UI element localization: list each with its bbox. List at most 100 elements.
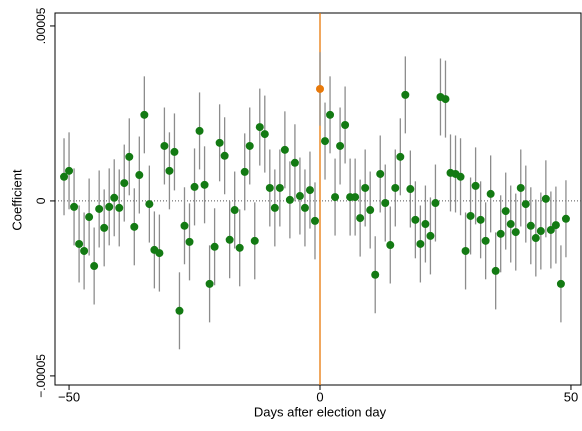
point [105, 202, 114, 211]
point [295, 192, 304, 201]
point [361, 183, 370, 192]
point [421, 220, 430, 229]
point [180, 221, 189, 230]
point [300, 203, 309, 212]
x-tick-label: 50 [564, 389, 578, 404]
point [250, 236, 259, 245]
y-tick-label: .00005 [34, 7, 48, 44]
point [190, 182, 199, 191]
point [356, 214, 365, 223]
point [386, 241, 395, 250]
x-tick-label: 0 [316, 389, 323, 404]
point [65, 166, 74, 175]
point [270, 203, 279, 212]
point [95, 204, 104, 213]
point [145, 200, 154, 209]
point [260, 130, 269, 139]
point [230, 206, 239, 215]
point [316, 84, 325, 93]
point [336, 141, 345, 150]
point [80, 246, 89, 255]
point [526, 221, 535, 230]
y-tick-label: −.00005 [34, 354, 48, 398]
point [461, 246, 470, 255]
point [205, 279, 214, 288]
point [310, 216, 319, 225]
point [481, 236, 490, 245]
point [551, 221, 560, 230]
point [285, 195, 294, 204]
point [456, 172, 465, 181]
point [210, 242, 219, 251]
point [376, 169, 385, 178]
point [240, 167, 249, 176]
point [431, 199, 440, 208]
point [561, 214, 570, 223]
point [120, 179, 129, 188]
point [110, 193, 119, 202]
point [255, 123, 264, 132]
point [516, 183, 525, 192]
point [471, 181, 480, 190]
point [466, 211, 475, 220]
point [130, 222, 139, 231]
point [85, 213, 94, 222]
point [401, 90, 410, 99]
point [341, 120, 350, 129]
point [541, 194, 550, 203]
point [501, 207, 510, 216]
point [531, 234, 540, 243]
point [536, 227, 545, 236]
point [406, 185, 415, 194]
point [160, 141, 169, 150]
point [290, 158, 299, 167]
point [326, 110, 335, 119]
x-tick-label: −50 [58, 389, 80, 404]
y-tick-label: 0 [34, 197, 48, 204]
point [486, 189, 495, 198]
point [546, 225, 555, 234]
point [416, 239, 425, 248]
point [305, 186, 314, 195]
point [426, 231, 435, 240]
point [140, 110, 149, 119]
point [411, 215, 420, 224]
point [100, 223, 109, 232]
point [90, 262, 99, 271]
point [321, 137, 330, 146]
point [165, 166, 174, 175]
point [331, 193, 340, 202]
point [496, 229, 505, 238]
point [175, 306, 184, 315]
plot-frame [54, 12, 582, 386]
point [556, 279, 565, 288]
point [511, 228, 520, 237]
point [220, 151, 229, 160]
point [366, 206, 375, 215]
x-axis-label: Days after election day [254, 404, 387, 419]
point [195, 126, 204, 135]
point [225, 235, 234, 244]
point [215, 138, 224, 147]
point [245, 141, 254, 150]
point [476, 215, 485, 224]
point [135, 171, 144, 180]
point [396, 152, 405, 161]
point [185, 237, 194, 246]
point [381, 199, 390, 208]
point [125, 152, 134, 161]
point [75, 239, 84, 248]
point [60, 172, 69, 181]
point [506, 220, 515, 229]
point [155, 249, 164, 258]
y-axis-label: Coefficient [9, 169, 24, 231]
point [70, 202, 79, 211]
point [521, 200, 530, 209]
point [115, 203, 124, 212]
point [280, 145, 289, 154]
point [371, 270, 380, 279]
point [391, 183, 400, 192]
point [170, 147, 179, 156]
point [275, 183, 284, 192]
